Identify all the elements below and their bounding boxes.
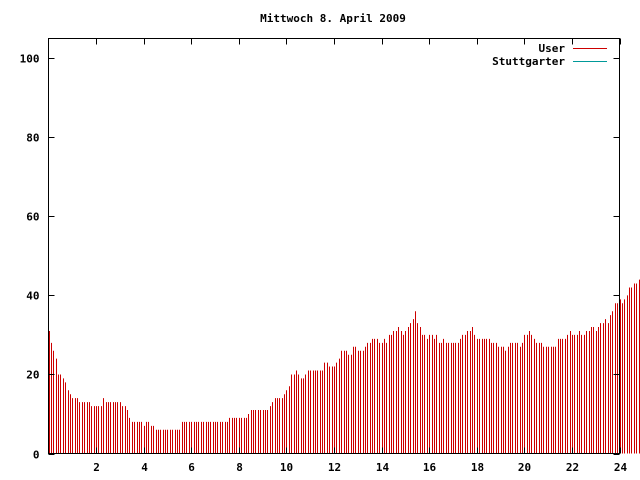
x-tick-label: 8 xyxy=(236,461,243,474)
bar-series-user xyxy=(49,279,640,454)
y-tick-label: 40 xyxy=(26,290,39,303)
x-tick-label: 12 xyxy=(328,461,341,474)
x-tick-label: 20 xyxy=(518,461,531,474)
chart-title: Mittwoch 8. April 2009 xyxy=(260,12,406,25)
x-tick-label: 6 xyxy=(188,461,195,474)
y-tick-label: 60 xyxy=(26,211,39,224)
x-tick-label: 16 xyxy=(423,461,437,474)
x-tick-label: 24 xyxy=(614,461,628,474)
x-axis: 2 4 6 8 10 12 14 16 18 20 22 24 xyxy=(93,38,628,474)
x-tick-label: 2 xyxy=(93,461,100,474)
legend-label: Stuttgarter xyxy=(492,55,565,68)
x-tick-label: 4 xyxy=(141,461,148,474)
y-tick-label: 20 xyxy=(26,369,39,382)
y-tick-label: 100 xyxy=(20,53,40,66)
legend-label: User xyxy=(539,42,566,55)
y-tick-label: 80 xyxy=(26,132,39,145)
y-tick-label: 0 xyxy=(33,449,40,462)
x-tick-label: 14 xyxy=(376,461,390,474)
x-tick-label: 10 xyxy=(280,461,293,474)
x-tick-label: 18 xyxy=(471,461,484,474)
y-axis: 0 20 40 60 80 100 xyxy=(20,53,620,462)
x-tick-label: 22 xyxy=(566,461,579,474)
